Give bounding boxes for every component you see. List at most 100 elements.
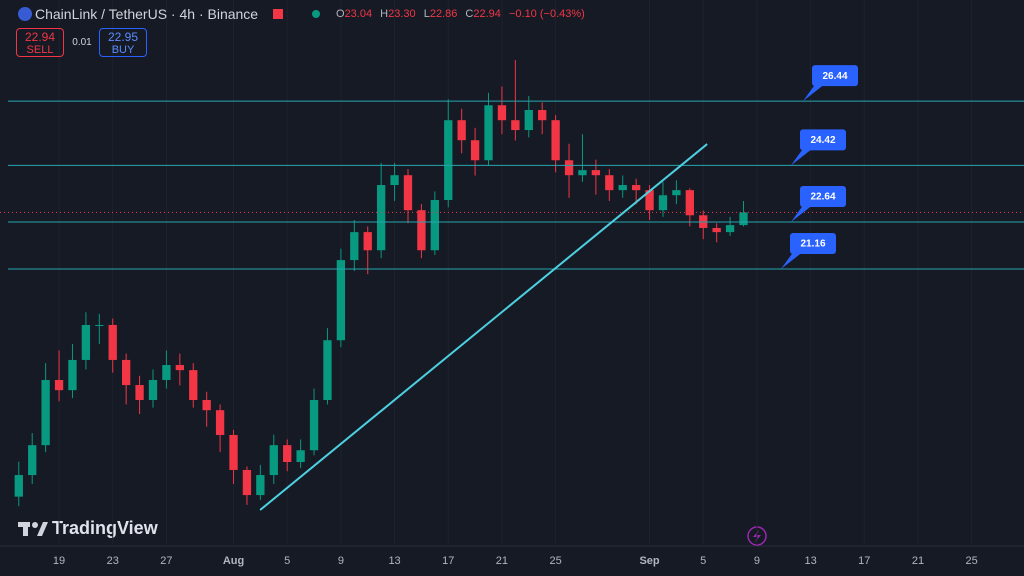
candle-body [497, 105, 507, 121]
x-tick-label: 23 [107, 555, 119, 567]
candle-body [403, 175, 413, 211]
x-tick-label: 27 [160, 555, 172, 567]
x-tick-label: 19 [53, 555, 65, 567]
candle-body [511, 120, 520, 131]
x-tick-label: 5 [700, 555, 706, 567]
buy-button[interactable]: 22.95 BUY [99, 28, 147, 57]
buy-price: 22.95 [107, 30, 139, 44]
candle-body [256, 475, 265, 496]
ohlc-value: 23.04 [344, 8, 373, 20]
candle-body [564, 160, 574, 176]
sell-button[interactable]: 22.94 SELL [16, 28, 64, 57]
x-tick-label: Aug [223, 555, 244, 567]
candle-body [631, 185, 641, 191]
candle-body [363, 232, 372, 251]
candle-body [390, 175, 399, 186]
candle-body [457, 120, 466, 141]
candle-body [296, 450, 305, 463]
candle-body [229, 434, 238, 470]
x-tick-label: 21 [496, 555, 508, 567]
candle-body [444, 120, 453, 201]
candle-body [350, 232, 359, 261]
ohlc: O23.04 H23.30 L22.86 C22.94 −0.10 (−0.43… [336, 8, 590, 20]
sell-label: SELL [26, 44, 54, 56]
x-tick-label: 9 [754, 555, 760, 567]
candle-body [14, 475, 23, 497]
logo-text: TradingView [52, 518, 159, 538]
ohlc-label: L [423, 8, 430, 20]
callout-box [800, 185, 846, 207]
candle-body [712, 227, 721, 233]
candle-body [524, 110, 533, 131]
candle-body [41, 379, 50, 446]
level-label: 22.64 [810, 192, 835, 203]
candle-body [108, 324, 117, 360]
symbol: ChainLink / TetherUS · 4h · Binance [35, 6, 259, 22]
x-tick-label: Sep [639, 555, 659, 567]
callout-box [800, 129, 846, 151]
sell-price: 22.94 [24, 30, 56, 44]
candle-body [578, 170, 587, 176]
x-tick-label: 17 [858, 555, 870, 567]
candle-body [376, 185, 386, 251]
callout-pointer [791, 147, 814, 166]
ohlc-label: C [465, 8, 474, 20]
candle-body [725, 225, 735, 233]
trendline [259, 143, 708, 511]
symbol-icon [18, 7, 32, 21]
x-tick-label: 13 [804, 555, 816, 567]
x-tick-label: 25 [549, 555, 561, 567]
candle-body [323, 340, 332, 401]
candle-body [28, 445, 37, 476]
candle-body [202, 400, 211, 411]
candle-body [121, 359, 131, 386]
flag[interactable] [272, 9, 283, 19]
callout-box [790, 233, 836, 255]
callout-box [812, 65, 858, 87]
candle-body [309, 400, 319, 451]
x-tick-label: 21 [912, 555, 924, 567]
candle-body [672, 190, 681, 196]
candle-body [739, 212, 748, 226]
logo-icon [18, 522, 48, 536]
level-label: 24.42 [810, 135, 835, 146]
ohlc-label: O [336, 8, 345, 20]
ohlc-label: H [380, 8, 389, 20]
x-tick-label: 25 [966, 555, 978, 567]
level-label: 26.44 [822, 71, 847, 82]
x-tick-label: 13 [388, 555, 400, 567]
candle-body [658, 195, 668, 211]
status-dot [311, 10, 320, 18]
candle-body [135, 385, 144, 401]
candle-body [685, 190, 694, 216]
candle-body [645, 190, 654, 211]
candle-body [283, 445, 292, 463]
callout-pointer [781, 251, 804, 270]
candle-body [95, 324, 104, 326]
callout-pointer [803, 83, 826, 102]
symbol-header[interactable]: ChainLink / TetherUS · 4h · Binance [18, 6, 321, 22]
candle-body [162, 365, 171, 380]
candle-body [470, 140, 480, 161]
candle-body [591, 170, 601, 176]
candle-body [269, 445, 278, 476]
candle-body [54, 379, 64, 391]
candle-body [148, 379, 158, 401]
candle-body [68, 359, 77, 391]
candle-body [605, 175, 614, 191]
candle-body [215, 410, 225, 435]
candle-body [242, 469, 252, 496]
buy-label: BUY [111, 44, 135, 56]
ohlc-value: 22.94 [473, 8, 501, 20]
candle-body [618, 185, 627, 191]
change: −0.10 (−0.43%) [508, 8, 585, 20]
candle-body [551, 120, 560, 161]
ohlc-value: 22.86 [429, 8, 458, 20]
candle-body [538, 110, 547, 121]
level-label: 21.16 [800, 239, 825, 250]
candle-body [484, 105, 493, 161]
x-tick-label: 9 [338, 555, 344, 567]
candle-body [430, 200, 439, 251]
